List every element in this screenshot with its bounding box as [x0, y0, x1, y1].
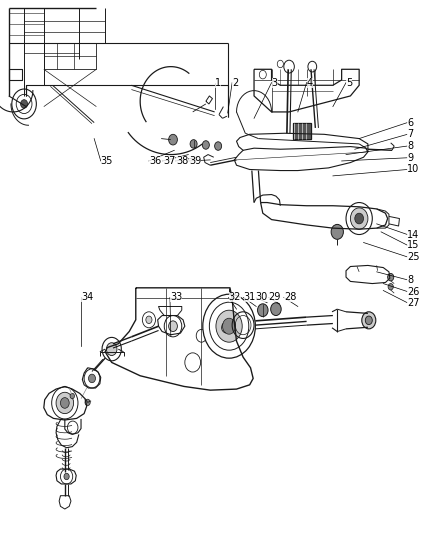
Text: 10: 10	[407, 165, 420, 174]
Text: 1: 1	[215, 78, 221, 87]
Text: 36: 36	[149, 156, 161, 166]
Text: 25: 25	[407, 252, 420, 262]
Circle shape	[60, 398, 69, 408]
Text: 5: 5	[346, 78, 352, 87]
Circle shape	[388, 273, 394, 281]
Circle shape	[56, 392, 74, 414]
Text: 6: 6	[407, 118, 413, 127]
Text: 30: 30	[255, 293, 268, 302]
Circle shape	[169, 134, 177, 145]
Circle shape	[308, 61, 317, 72]
Circle shape	[209, 302, 249, 350]
Circle shape	[85, 399, 90, 406]
Circle shape	[106, 343, 117, 356]
Circle shape	[16, 94, 32, 114]
Circle shape	[388, 284, 393, 290]
Text: 38: 38	[176, 156, 188, 166]
Circle shape	[215, 142, 222, 150]
Circle shape	[223, 318, 236, 334]
Circle shape	[259, 70, 266, 79]
Circle shape	[88, 374, 95, 383]
Circle shape	[12, 89, 36, 119]
Polygon shape	[293, 123, 311, 139]
Circle shape	[84, 369, 100, 388]
Circle shape	[52, 387, 78, 419]
Text: 28: 28	[284, 293, 296, 302]
Text: 35: 35	[101, 156, 113, 166]
Circle shape	[277, 60, 283, 68]
Circle shape	[142, 312, 155, 328]
Text: 27: 27	[407, 298, 420, 308]
Circle shape	[365, 316, 372, 325]
Circle shape	[202, 141, 209, 149]
Text: 37: 37	[163, 156, 175, 166]
Text: 31: 31	[244, 293, 256, 302]
Text: 29: 29	[268, 293, 281, 302]
Circle shape	[146, 316, 152, 324]
Circle shape	[346, 203, 372, 235]
Text: 8: 8	[407, 141, 413, 151]
Circle shape	[271, 303, 281, 316]
Circle shape	[169, 321, 177, 332]
Circle shape	[331, 224, 343, 239]
Text: 34: 34	[81, 293, 93, 302]
Text: 26: 26	[407, 287, 420, 296]
Circle shape	[60, 469, 73, 484]
Text: 33: 33	[170, 293, 182, 302]
Circle shape	[185, 353, 201, 372]
Circle shape	[67, 421, 78, 434]
Circle shape	[355, 213, 364, 224]
Circle shape	[350, 208, 368, 229]
Circle shape	[196, 329, 207, 342]
Text: 14: 14	[407, 230, 420, 239]
Text: 4: 4	[307, 78, 313, 87]
Text: 7: 7	[407, 130, 413, 139]
Text: 9: 9	[407, 153, 413, 163]
Circle shape	[362, 312, 376, 329]
Text: 15: 15	[407, 240, 420, 250]
Circle shape	[21, 100, 28, 108]
Circle shape	[102, 337, 121, 361]
Circle shape	[284, 60, 294, 73]
Circle shape	[164, 316, 182, 337]
Circle shape	[216, 310, 242, 342]
Circle shape	[190, 140, 197, 148]
Circle shape	[64, 473, 69, 480]
Circle shape	[203, 294, 255, 358]
Text: 39: 39	[189, 156, 201, 166]
Circle shape	[258, 304, 268, 317]
Circle shape	[70, 393, 74, 399]
Text: 2: 2	[232, 78, 238, 87]
Text: 32: 32	[229, 293, 241, 302]
Text: 8: 8	[407, 275, 413, 285]
Text: 3: 3	[272, 78, 278, 87]
